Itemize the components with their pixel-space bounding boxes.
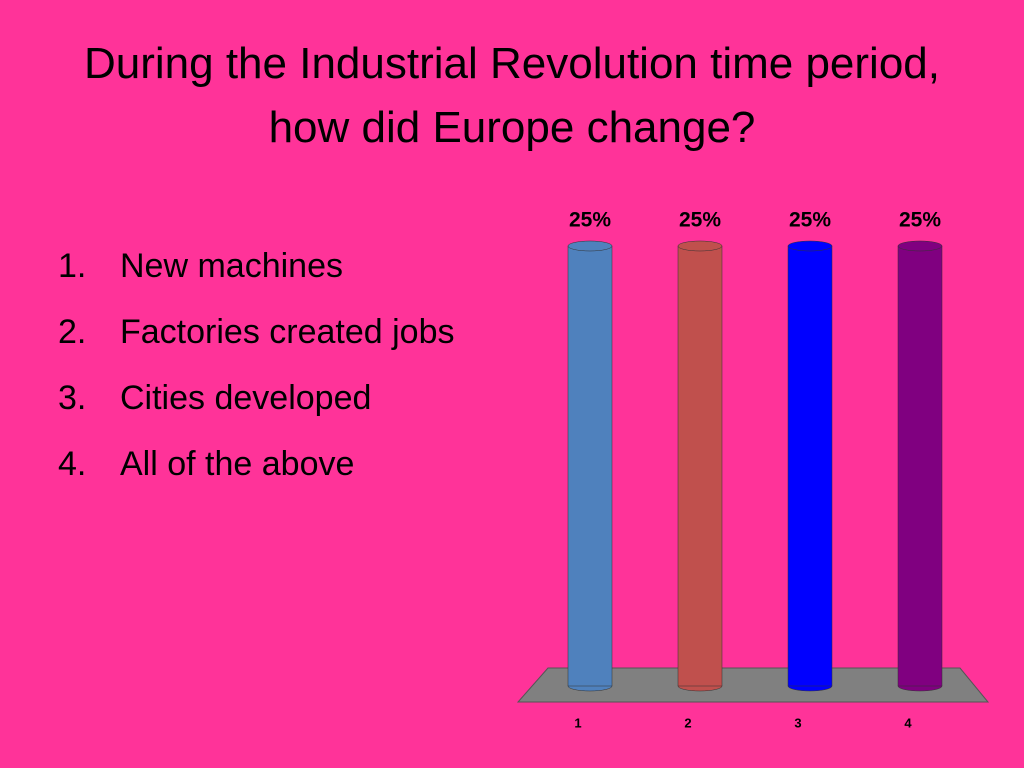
item-text: All of the above: [120, 445, 355, 483]
chart-floor: [516, 667, 990, 703]
x-tick-label: 3: [794, 715, 801, 730]
item-text: Cities developed: [120, 379, 372, 417]
list-item: 2. Factories created jobs: [58, 306, 458, 358]
answer-list: 1. New machines 2. Factories created jobs …: [58, 240, 458, 504]
bar: [567, 245, 613, 687]
list-item: 4. All of the above: [58, 438, 458, 490]
value-label: 25%: [789, 209, 831, 232]
bar: [677, 245, 723, 687]
bar: [787, 245, 833, 687]
list-item: 3. Cities developed: [58, 372, 458, 424]
x-tick-label: 2: [684, 715, 691, 730]
item-number: 4.: [58, 445, 87, 483]
bar-top: [897, 240, 943, 252]
value-label: 25%: [679, 209, 721, 232]
bar-top: [677, 240, 723, 252]
x-tick-label: 4: [904, 715, 912, 730]
bar-top: [787, 240, 833, 252]
value-label: 25%: [899, 209, 941, 232]
x-tick-label: 1: [574, 715, 581, 730]
item-number: 3.: [58, 379, 87, 417]
bar: [897, 245, 943, 687]
list-item: 1. New machines: [58, 240, 458, 292]
value-label: 25%: [569, 209, 611, 232]
slide-title: During the Industrial Revolution time pe…: [83, 39, 940, 152]
item-text: Factories created jobs: [120, 313, 455, 351]
item-number: 1.: [58, 247, 87, 285]
item-number: 2.: [58, 313, 87, 351]
bar-top: [567, 240, 613, 252]
item-text: New machines: [120, 247, 343, 285]
